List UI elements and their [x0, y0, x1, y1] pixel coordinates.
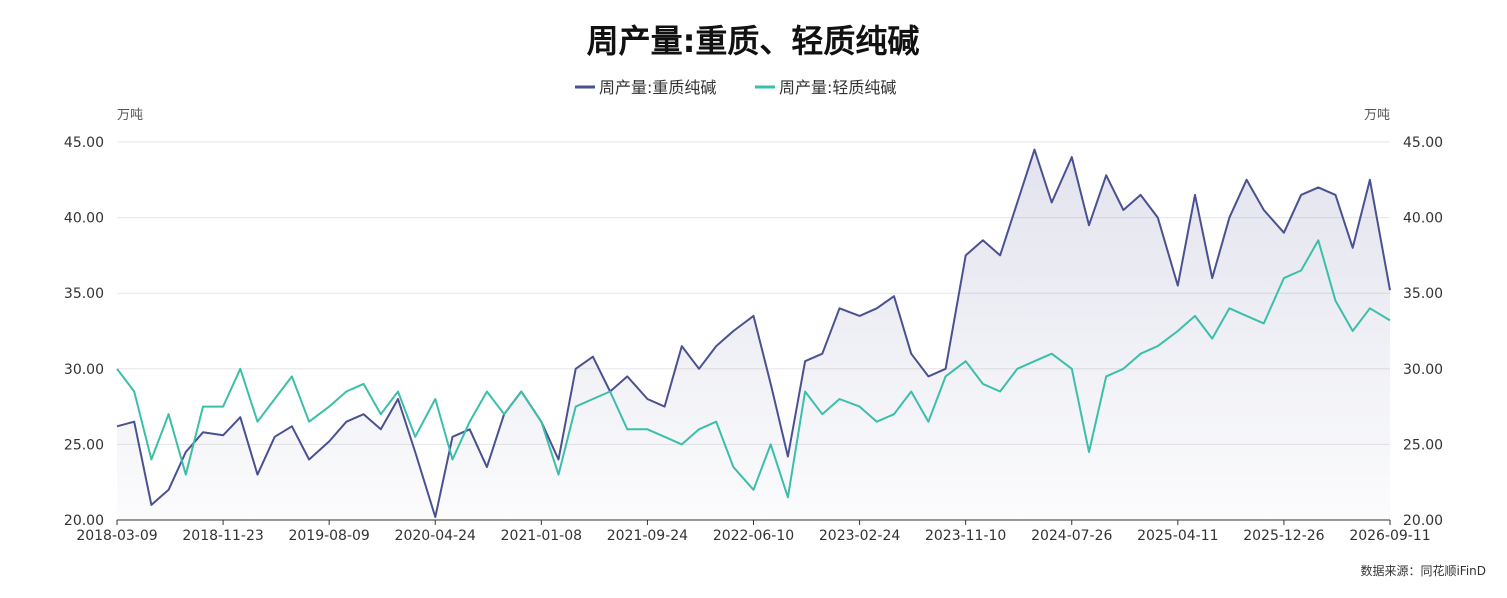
x-tick-label: 2026-09-11 — [1349, 528, 1430, 544]
y-axis-right: 20.00 25.00 30.00 35.00 40.00 45.00 — [1403, 135, 1443, 529]
data-source: 数据来源：同花顺iFinD — [1360, 563, 1486, 578]
x-tick-label: 2021-09-24 — [607, 528, 688, 544]
x-tick-label: 2022-06-10 — [713, 528, 794, 544]
x-tick-label: 2018-03-09 — [76, 528, 157, 544]
y-tick-label-left: 25.00 — [64, 437, 104, 453]
series-layer — [116, 148, 1391, 520]
legend: 周产量:重质纯碱 周产量:轻质纯碱 — [575, 78, 896, 97]
y-tick-label-left: 20.00 — [64, 513, 104, 529]
x-tick-label: 2023-02-24 — [819, 528, 900, 544]
y-tick-label-right: 20.00 — [1403, 513, 1443, 529]
y-tick-label-left: 35.00 — [64, 286, 104, 302]
y-unit-right: 万吨 — [1364, 108, 1390, 123]
series-area-0 — [117, 149, 1390, 520]
y-unit-left: 万吨 — [117, 108, 143, 123]
x-tick-label: 2024-07-26 — [1031, 528, 1112, 544]
y-tick-label-right: 45.00 — [1403, 135, 1443, 151]
x-tick-label: 2021-01-08 — [501, 528, 582, 544]
y-tick-label-right: 25.00 — [1403, 437, 1443, 453]
x-tick-label: 2020-04-24 — [395, 528, 476, 544]
y-tick-label-left: 45.00 — [64, 135, 104, 151]
x-axis: 2018-03-09 2018-11-23 2019-08-09 2020-04-24… — [76, 520, 1431, 544]
y-tick-label-right: 40.00 — [1403, 211, 1443, 227]
legend-item-heavy[interactable]: 周产量:重质纯碱 — [575, 78, 716, 97]
x-tick-label: 2025-12-26 — [1243, 528, 1324, 544]
y-axis-left: 20.00 25.00 30.00 35.00 40.00 45.00 — [64, 135, 104, 529]
x-tick-label: 2019-08-09 — [288, 528, 369, 544]
legend-item-light[interactable]: 周产量:轻质纯碱 — [755, 78, 896, 97]
x-tick-label: 2018-11-23 — [182, 528, 263, 544]
x-tick-label: 2023-11-10 — [925, 528, 1006, 544]
y-tick-label-right: 35.00 — [1403, 286, 1443, 302]
y-tick-label-left: 30.00 — [64, 362, 104, 378]
legend-label-heavy: 周产量:重质纯碱 — [599, 78, 716, 97]
chart-title: 周产量:重质、轻质纯碱 — [587, 22, 920, 60]
legend-label-light: 周产量:轻质纯碱 — [779, 78, 896, 97]
y-tick-label-left: 40.00 — [64, 211, 104, 227]
x-tick-label: 2025-04-11 — [1137, 528, 1218, 544]
y-tick-label-right: 30.00 — [1403, 362, 1443, 378]
